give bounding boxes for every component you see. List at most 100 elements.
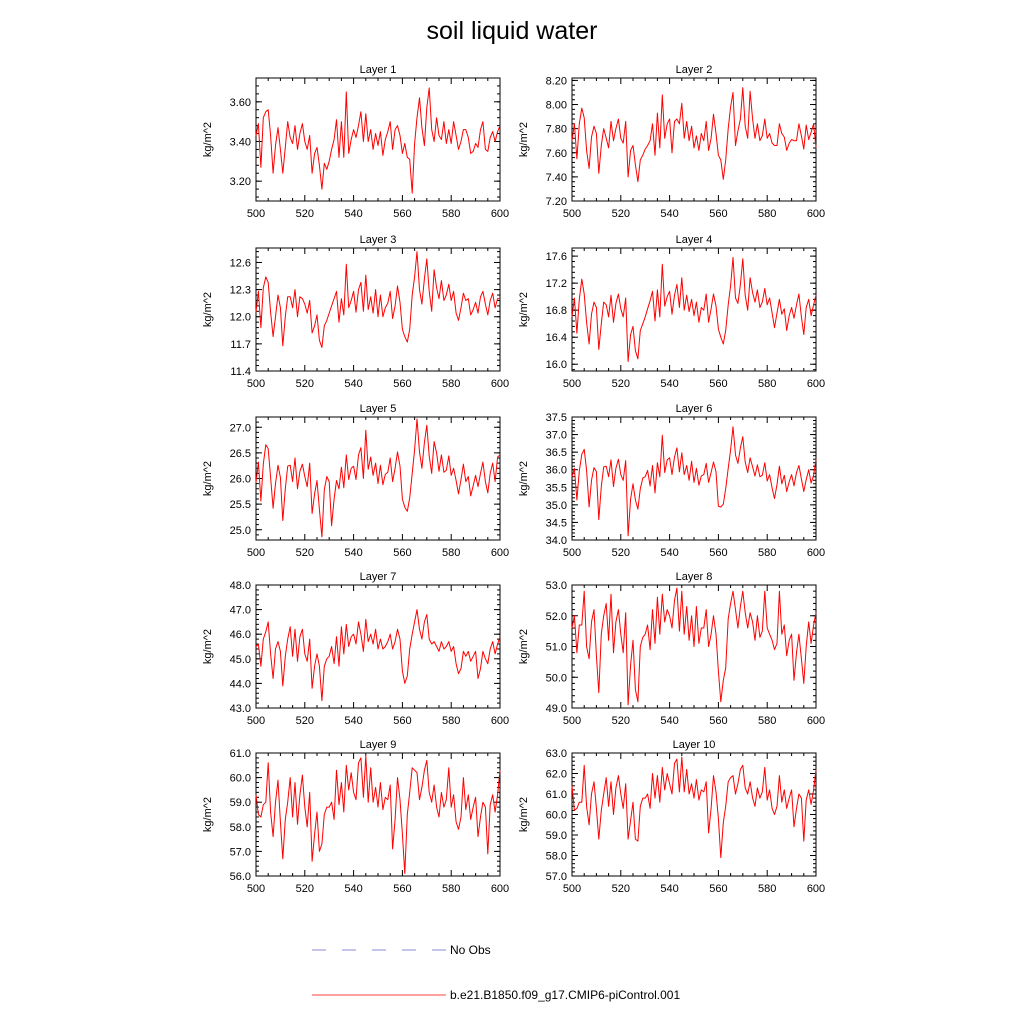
panel-title: Layer 6 — [676, 403, 713, 415]
y-tick-label: 58.0 — [546, 851, 567, 863]
legend: No Obs b.e21.B1850.f09_g17.CMIP6-piContr… — [312, 943, 680, 1002]
x-tick-label: 540 — [660, 547, 678, 559]
x-tick-label: 580 — [758, 378, 776, 390]
x-tick-label: 500 — [247, 883, 265, 895]
panel-title: Layer 10 — [673, 739, 716, 751]
x-tick-label: 560 — [709, 883, 727, 895]
y-tick-label: 56.0 — [230, 871, 251, 883]
y-tick-label: 63.0 — [546, 748, 567, 760]
x-tick-label: 500 — [563, 208, 581, 220]
plot-frame — [571, 752, 817, 877]
y-tick-label: 35.5 — [546, 482, 567, 494]
y-tick-label: 53.0 — [546, 580, 567, 592]
y-tick-label: 17.6 — [546, 251, 567, 263]
y-tick-label: 58.0 — [230, 822, 251, 834]
plot-frame — [255, 247, 501, 372]
y-axis-label: kg/m^2 — [202, 797, 214, 832]
x-tick-label: 600 — [807, 378, 825, 390]
y-tick-label: 35.0 — [546, 500, 567, 512]
y-tick-label: 60.0 — [230, 773, 251, 785]
y-tick-label: 7.80 — [546, 124, 567, 136]
panel-title: Layer 5 — [360, 403, 397, 415]
series-line — [255, 418, 501, 538]
y-tick-label: 62.0 — [546, 769, 567, 781]
x-tick-label: 560 — [393, 715, 411, 727]
x-tick-label: 500 — [247, 208, 265, 220]
x-tick-label: 600 — [807, 883, 825, 895]
x-tick-label: 500 — [563, 883, 581, 895]
panel-title: Layer 1 — [360, 64, 397, 76]
y-tick-label: 3.60 — [230, 97, 251, 109]
y-axis-label: kg/m^2 — [518, 122, 530, 157]
y-tick-label: 12.3 — [230, 285, 251, 297]
x-tick-label: 520 — [296, 715, 314, 727]
panel-title: Layer 3 — [360, 234, 397, 246]
x-tick-label: 540 — [660, 208, 678, 220]
x-tick-label: 500 — [247, 378, 265, 390]
x-tick-label: 580 — [442, 547, 460, 559]
x-tick-label: 520 — [612, 547, 630, 559]
x-tick-label: 580 — [758, 715, 776, 727]
panel-layer-6: Layer 6 kg/m^2 500 520 540 560 580 600 34.0 34.5 3… — [518, 403, 825, 559]
plot-frame — [571, 247, 817, 372]
x-tick-label: 600 — [491, 208, 509, 220]
y-tick-label: 11.4 — [230, 366, 251, 378]
y-tick-label: 8.20 — [546, 75, 567, 87]
y-axis-label: kg/m^2 — [518, 629, 530, 664]
x-tick-label: 500 — [247, 715, 265, 727]
y-tick-label: 60.0 — [546, 810, 567, 822]
panel-layer-1: Layer 1 kg/m^2 500 520 540 560 580 600 3.20 3.40 3… — [202, 64, 509, 220]
y-axis-label: kg/m^2 — [518, 461, 530, 496]
series-line — [571, 587, 817, 706]
series-line — [255, 87, 501, 194]
x-tick-label: 540 — [344, 378, 362, 390]
y-tick-label: 7.20 — [546, 196, 567, 208]
y-tick-label: 61.0 — [230, 748, 251, 760]
plot-frame — [255, 77, 501, 202]
y-tick-label: 59.0 — [546, 830, 567, 842]
y-axis-label: kg/m^2 — [202, 122, 214, 157]
y-tick-label: 26.5 — [230, 448, 251, 460]
y-axis-label: kg/m^2 — [202, 629, 214, 664]
y-tick-label: 45.0 — [230, 654, 251, 666]
y-axis-label: kg/m^2 — [202, 461, 214, 496]
y-tick-label: 59.0 — [230, 797, 251, 809]
x-tick-label: 500 — [563, 715, 581, 727]
legend-label-model: b.e21.B1850.f09_g17.CMIP6-piControl.001 — [450, 988, 680, 1002]
x-tick-label: 520 — [612, 208, 630, 220]
x-tick-label: 520 — [612, 378, 630, 390]
y-tick-label: 17.2 — [546, 278, 567, 290]
x-tick-label: 600 — [807, 547, 825, 559]
x-tick-label: 540 — [660, 378, 678, 390]
y-tick-label: 16.0 — [546, 359, 567, 371]
y-tick-label: 16.8 — [546, 305, 567, 317]
y-tick-label: 51.0 — [546, 642, 567, 654]
x-tick-label: 580 — [758, 208, 776, 220]
panel-title: Layer 4 — [676, 234, 713, 246]
legend-label-no-obs: No Obs — [450, 943, 491, 957]
series-line — [571, 426, 817, 537]
y-tick-label: 49.0 — [546, 703, 567, 715]
y-tick-label: 50.0 — [546, 672, 567, 684]
x-tick-label: 560 — [393, 378, 411, 390]
y-tick-label: 48.0 — [230, 580, 251, 592]
y-tick-label: 57.0 — [546, 871, 567, 883]
y-tick-label: 25.5 — [230, 499, 251, 511]
y-tick-label: 43.0 — [230, 703, 251, 715]
x-tick-label: 580 — [442, 208, 460, 220]
y-tick-label: 8.00 — [546, 100, 567, 112]
panel-title: Layer 2 — [676, 64, 713, 76]
x-tick-label: 580 — [442, 715, 460, 727]
x-tick-label: 540 — [660, 715, 678, 727]
x-tick-label: 560 — [393, 883, 411, 895]
x-tick-label: 540 — [344, 883, 362, 895]
series-line — [571, 756, 817, 859]
y-tick-label: 36.5 — [546, 447, 567, 459]
x-tick-label: 560 — [393, 547, 411, 559]
x-tick-label: 540 — [660, 883, 678, 895]
y-tick-label: 47.0 — [230, 605, 251, 617]
x-tick-label: 500 — [247, 547, 265, 559]
panel-layer-5: Layer 5 kg/m^2 500 520 540 560 580 600 25.0 25.5 2… — [202, 403, 509, 559]
y-tick-label: 27.0 — [230, 422, 251, 434]
